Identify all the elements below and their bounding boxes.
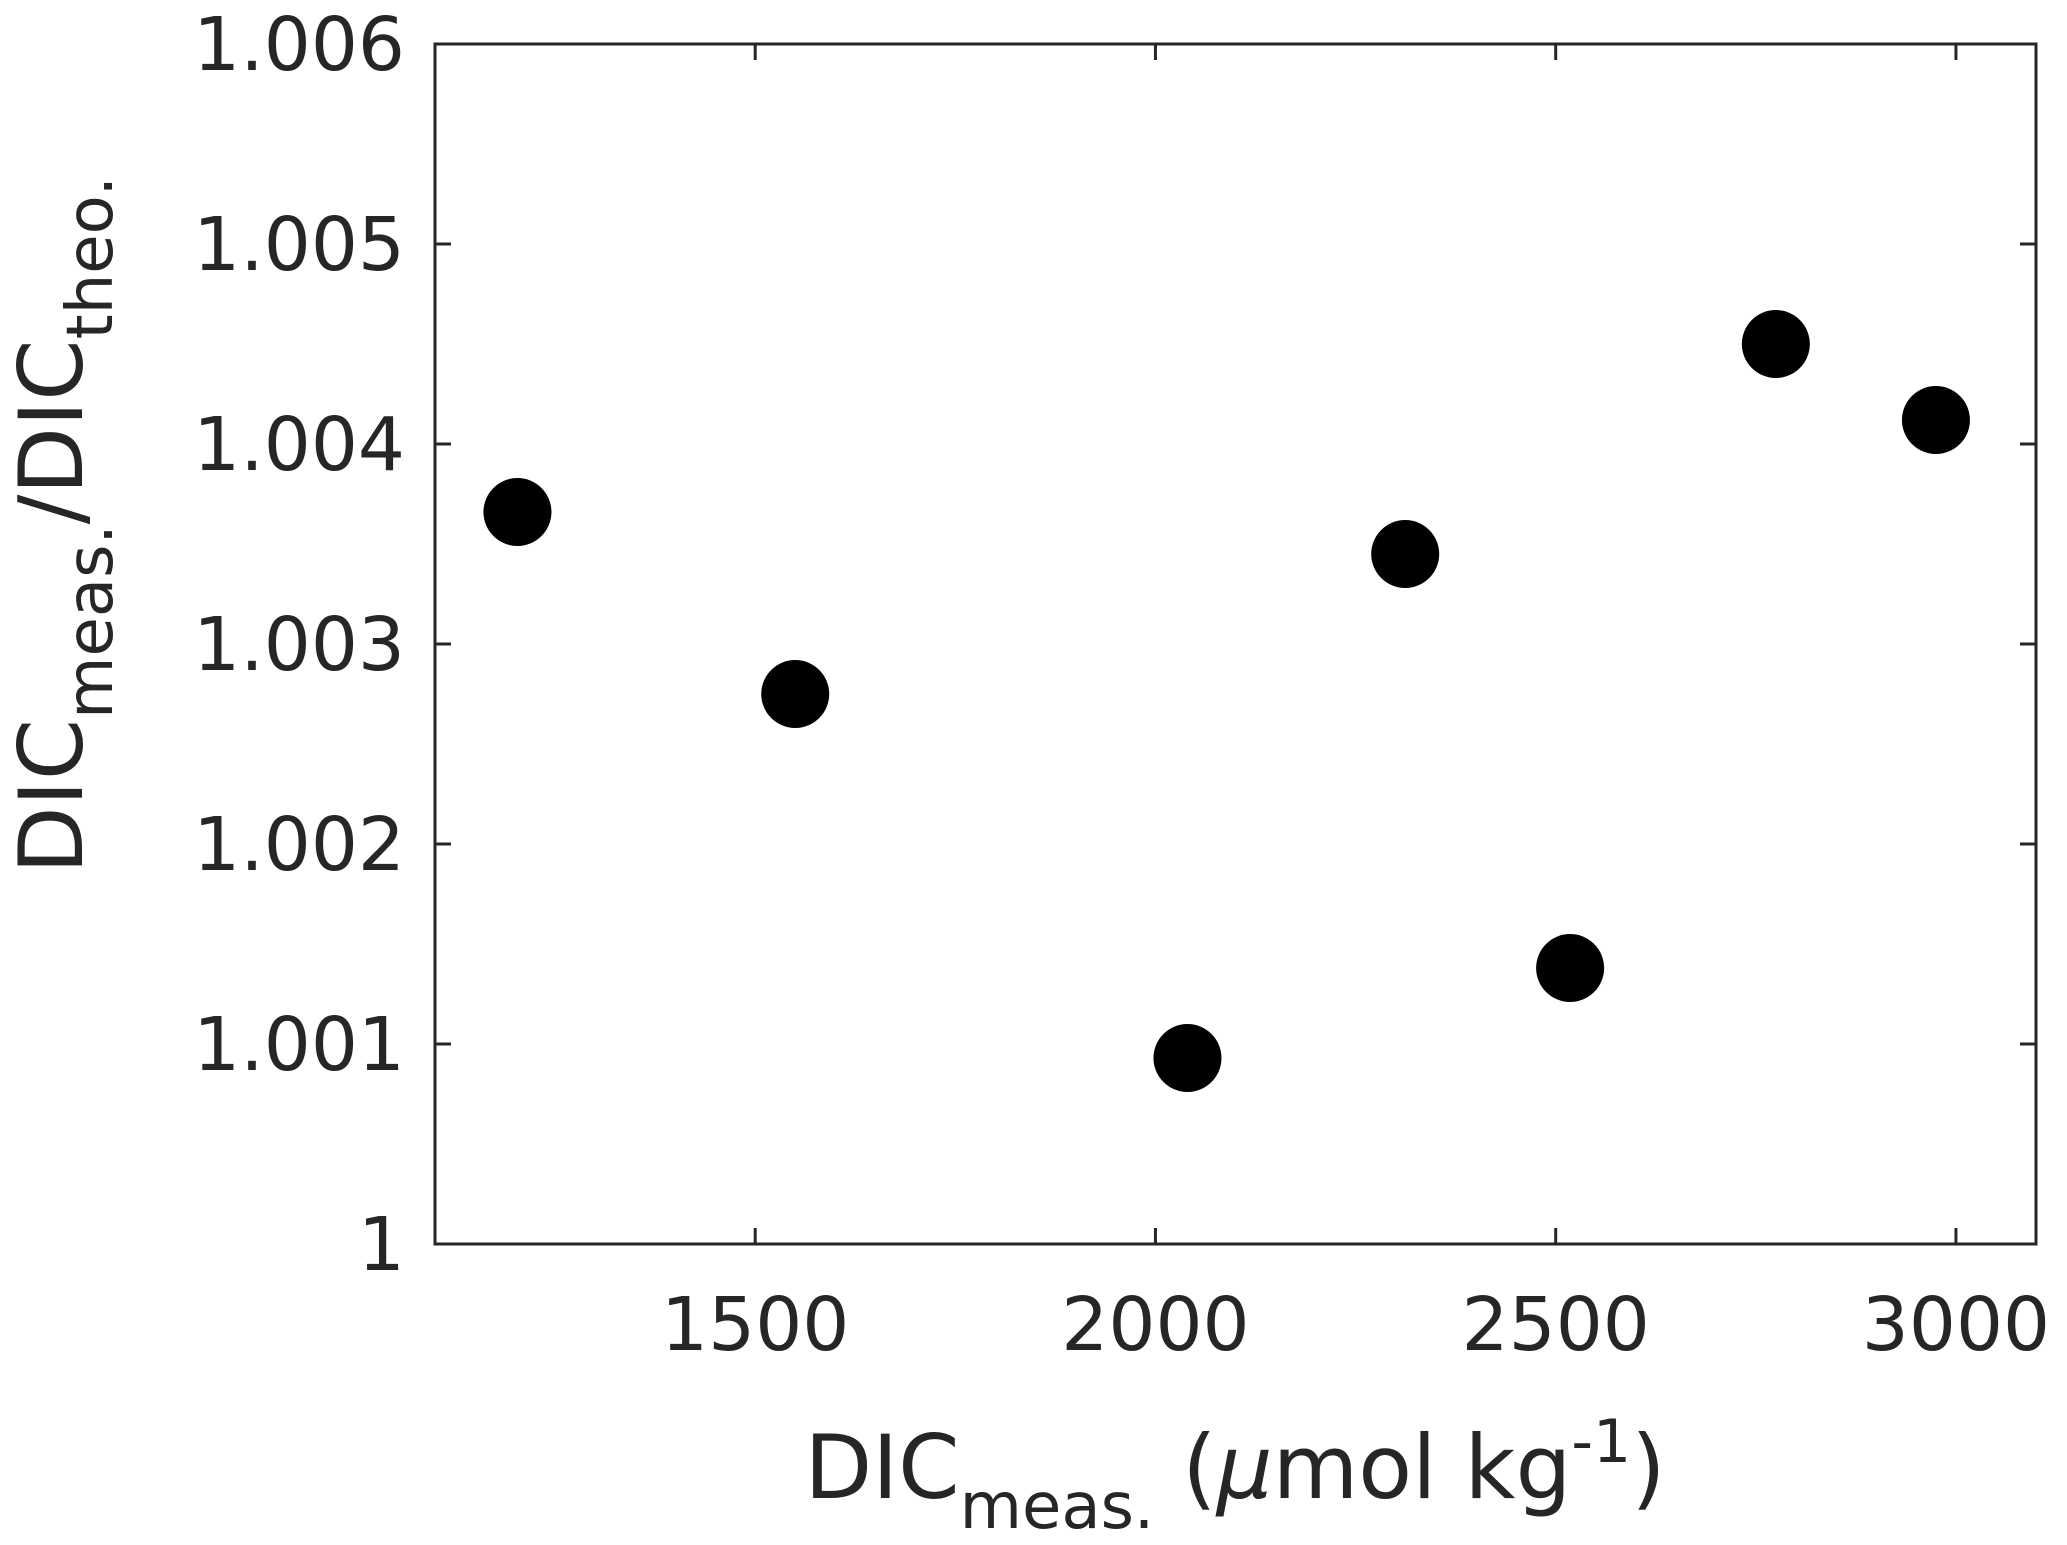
y-tick-label: 1.006	[193, 2, 405, 88]
y-axis-ticks: 1 1.001 1.002 1.003 1.004 1.005 1.006	[193, 2, 2036, 1288]
data-points	[483, 310, 1970, 1092]
data-point	[1536, 934, 1605, 1002]
x-axis-label: DICmeas. (μmol kg-1)	[804, 1407, 1665, 1544]
x-tick-label: 2500	[1462, 1282, 1650, 1368]
data-point	[1371, 520, 1440, 588]
data-point	[1901, 386, 1970, 454]
data-point	[761, 660, 830, 728]
y-tick-label: 1.002	[193, 802, 405, 888]
y-tick-label: 1.004	[193, 402, 405, 488]
data-point	[483, 478, 552, 546]
y-tick-label: 1.001	[193, 1002, 405, 1088]
data-point	[1741, 310, 1810, 378]
plot-area-frame	[433, 42, 2038, 1246]
x-axis-ticks: 1500 2000 2500 3000	[661, 44, 2050, 1368]
data-point	[1153, 1024, 1222, 1092]
y-tick-label: 1.003	[193, 602, 405, 688]
y-tick-label: 1.005	[193, 202, 405, 288]
x-tick-label: 1500	[661, 1282, 849, 1368]
x-tick-label: 2000	[1061, 1282, 1249, 1368]
x-tick-label: 3000	[1862, 1282, 2050, 1368]
y-tick-label: 1	[358, 1202, 405, 1288]
y-axis-label: DICmeas./DICtheo.	[0, 176, 128, 874]
